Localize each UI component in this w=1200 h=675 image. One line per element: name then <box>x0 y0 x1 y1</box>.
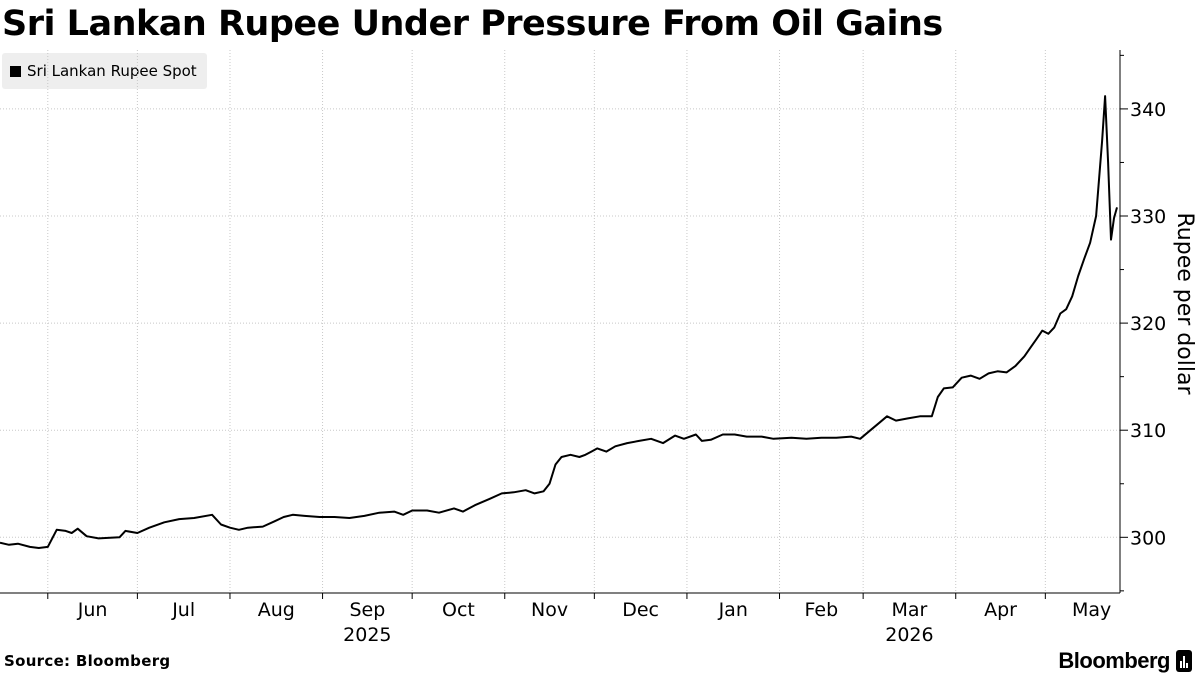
x-tick-label: Jul <box>171 599 195 621</box>
brand-wordmark: Bloomberg <box>1058 648 1170 673</box>
bloomberg-logo: Bloomberg <box>1058 648 1192 674</box>
y-tick-label: 300 <box>1130 527 1166 549</box>
y-tick-label: 330 <box>1130 206 1166 228</box>
y-axis-label: Rupee per dollar <box>1172 213 1197 396</box>
y-tick-label: 310 <box>1130 420 1166 442</box>
chart-title: Sri Lankan Rupee Under Pressure From Oil… <box>2 4 943 44</box>
x-tick-label: Mar <box>892 599 928 621</box>
legend-label: Sri Lankan Rupee Spot <box>27 62 197 80</box>
x-tick-label: Oct <box>442 599 475 621</box>
x-tick-label: Nov <box>531 599 568 621</box>
x-year-label: 2026 <box>885 624 933 646</box>
legend-swatch <box>10 65 21 77</box>
x-tick-label: Jun <box>77 599 108 621</box>
legend: Sri Lankan Rupee Spot <box>2 53 207 89</box>
x-tick-label: Apr <box>984 599 1017 621</box>
y-tick-label: 340 <box>1130 99 1166 121</box>
x-year-label: 2025 <box>343 624 391 646</box>
x-tick-label: May <box>1072 599 1111 621</box>
bloomberg-chart-icon <box>1176 650 1192 672</box>
x-tick-label: Dec <box>622 599 659 621</box>
series-line <box>0 95 1118 549</box>
x-tick-label: Aug <box>258 599 295 621</box>
source-note: Source: Bloomberg <box>4 652 171 670</box>
x-tick-label: Sep <box>349 599 385 621</box>
x-tick-label: Jan <box>718 599 748 621</box>
y-tick-label: 320 <box>1130 313 1166 335</box>
x-tick-label: Feb <box>805 599 839 621</box>
